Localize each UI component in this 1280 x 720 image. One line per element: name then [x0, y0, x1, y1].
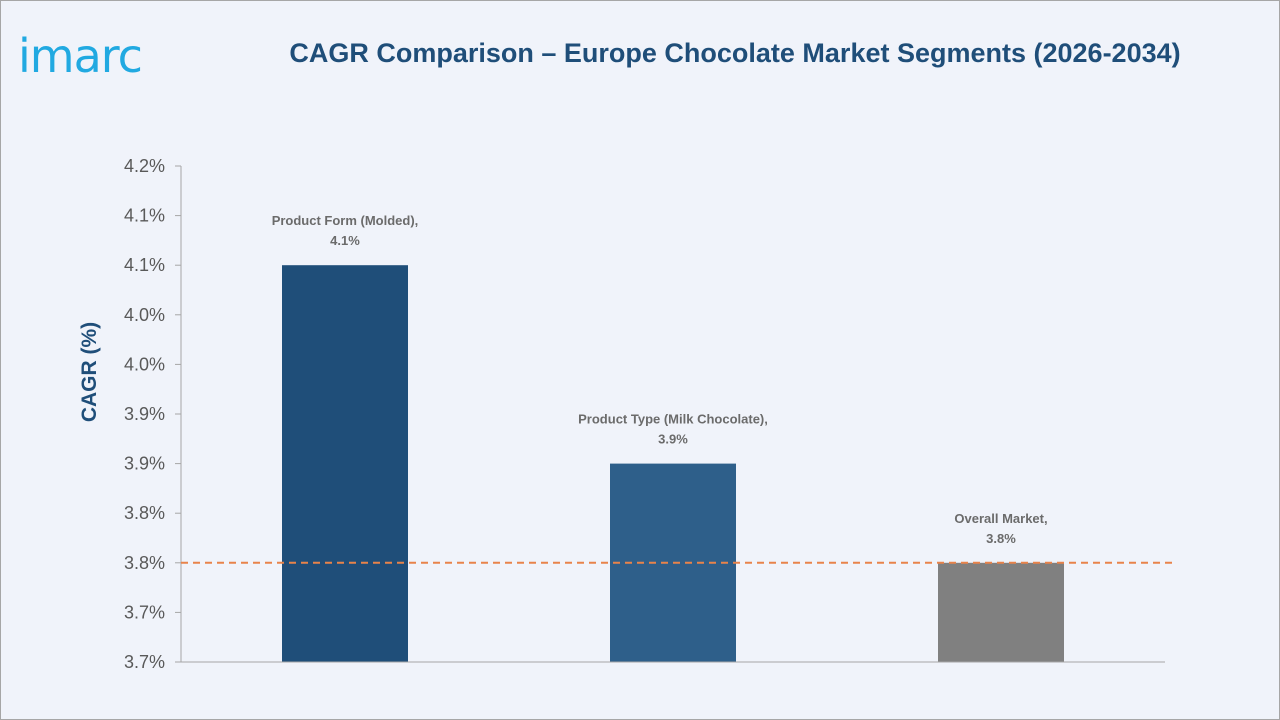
y-axis: 3.7% 3.7% 3.8% 3.8% 3.9% 3.9% 4.0% 4.0% 4.1% 4.1%…: [124, 156, 182, 672]
data-label: Product Type (Milk Chocolate),: [578, 412, 768, 427]
y-tick-label: 3.8%: [124, 553, 165, 573]
bar: [282, 265, 408, 662]
y-tick-label: 4.0%: [124, 305, 165, 325]
y-axis-title: CAGR (%): [78, 322, 101, 422]
bars: [282, 265, 1064, 662]
data-label: 3.8%: [986, 531, 1016, 546]
chart-title: CAGR Comparison – Europe Chocolate Marke…: [289, 38, 1181, 68]
y-tick-label: 3.8%: [124, 503, 165, 523]
logo-text: imarc: [18, 29, 142, 82]
y-tick-label: 3.7%: [124, 602, 165, 622]
imarc-logo: imarc: [18, 29, 143, 82]
y-tick-label: 4.2%: [124, 156, 165, 176]
bar: [938, 562, 1064, 662]
data-label: 3.9%: [658, 432, 688, 447]
y-tick-label: 4.1%: [124, 255, 165, 275]
data-label: 4.1%: [330, 233, 360, 248]
data-labels: Product Form (Molded), 4.1% Product Type (…: [272, 213, 1048, 546]
y-tick-label: 3.9%: [124, 404, 165, 424]
data-label: Overall Market,: [954, 511, 1047, 526]
y-tick-label: 4.0%: [124, 354, 165, 374]
y-tick-label: 3.7%: [124, 652, 165, 672]
y-tick-label: 4.1%: [124, 206, 165, 226]
y-tick-label: 3.9%: [124, 454, 165, 474]
data-label: Product Form (Molded),: [272, 213, 419, 228]
